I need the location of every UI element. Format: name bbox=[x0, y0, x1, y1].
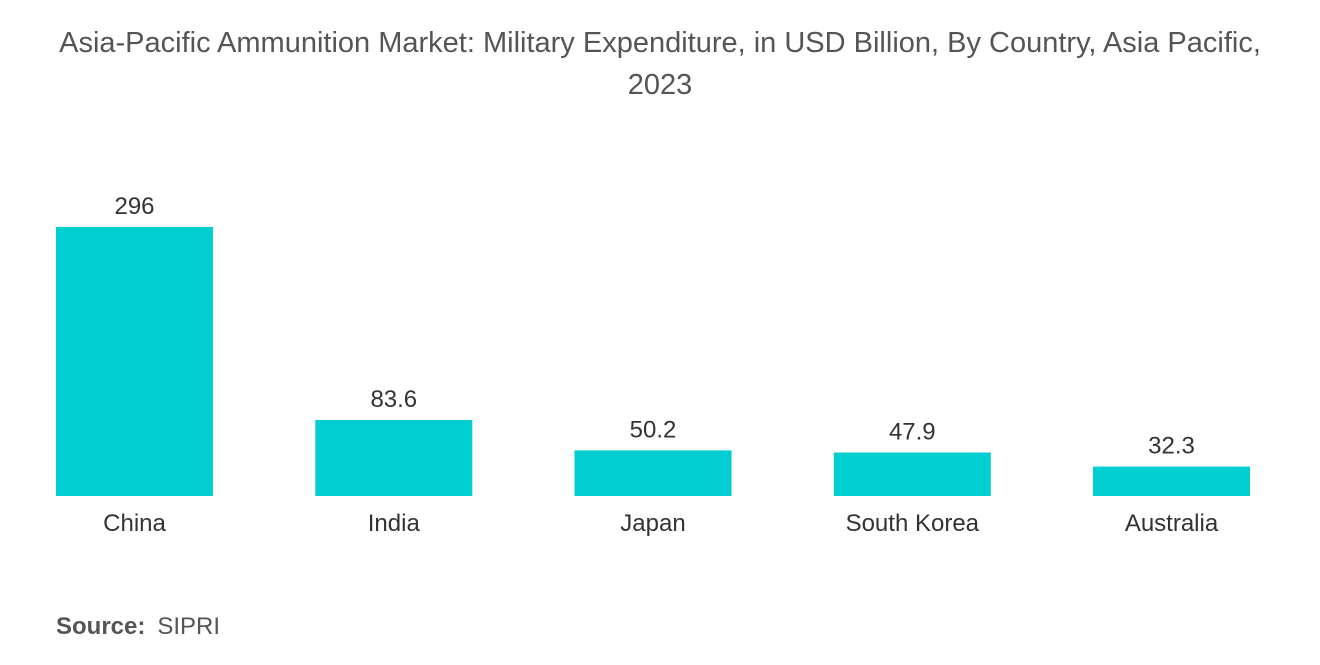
value-label-india: 83.6 bbox=[370, 386, 417, 413]
bar-japan bbox=[574, 450, 732, 496]
value-label-australia: 32.3 bbox=[1148, 433, 1195, 460]
value-label-japan: 50.2 bbox=[630, 416, 677, 443]
bars-group bbox=[56, 227, 1250, 496]
value-labels-group: 296 83.6 50.2 47.9 32.3 bbox=[114, 193, 1194, 460]
category-label-india: India bbox=[368, 510, 421, 537]
category-labels-group: China India Japan South Korea Australia bbox=[103, 510, 1219, 537]
bar-south-korea bbox=[833, 452, 991, 496]
source-note: Source: SIPRI bbox=[56, 611, 220, 643]
source-label: Source: bbox=[56, 613, 146, 640]
bar-australia bbox=[1093, 466, 1250, 496]
value-label-china: 296 bbox=[114, 193, 154, 220]
category-label-south-korea: South Korea bbox=[846, 510, 980, 537]
value-label-south-korea: 47.9 bbox=[889, 419, 936, 446]
source-value: SIPRI bbox=[157, 613, 221, 640]
category-label-japan: Japan bbox=[620, 510, 685, 537]
category-label-australia: Australia bbox=[1125, 510, 1219, 537]
bar-india bbox=[315, 420, 473, 496]
chart-title: Asia-Pacific Ammunition Market: Military… bbox=[59, 27, 1261, 101]
bar-china bbox=[56, 227, 213, 496]
category-label-china: China bbox=[103, 510, 166, 537]
